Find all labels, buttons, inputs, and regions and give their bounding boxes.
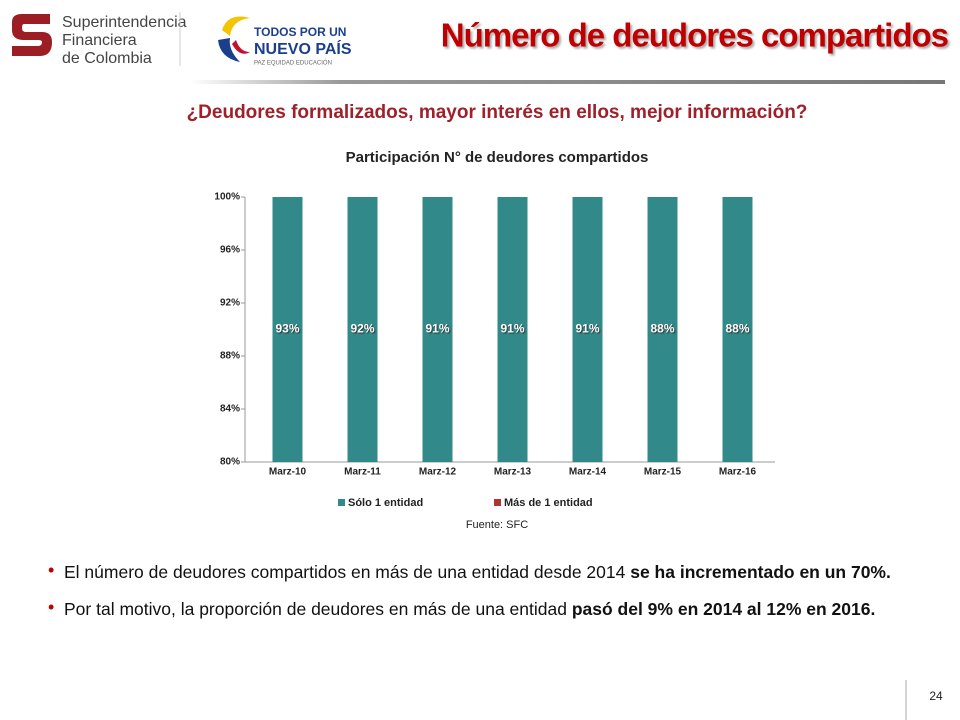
slide-title: Número de deudores compartidos bbox=[441, 17, 948, 54]
bar-segment bbox=[722, 197, 753, 462]
bar-segment bbox=[647, 197, 678, 462]
gov-logo-text: TODOS POR UN bbox=[254, 25, 346, 39]
y-tick-label: 88% bbox=[220, 351, 240, 362]
y-tick-label: 100% bbox=[214, 192, 240, 203]
x-tick-label: Marz-16 bbox=[719, 467, 757, 478]
x-tick-label: Marz-12 bbox=[419, 467, 457, 478]
bar-segment bbox=[272, 197, 303, 462]
gov-logo: TODOS POR UN NUEVO PAÍS PAZ EQUIDAD EDUC… bbox=[218, 16, 352, 67]
bar-segment bbox=[497, 197, 528, 462]
logo-text: de Colombia bbox=[62, 50, 152, 67]
bar-segment bbox=[572, 197, 603, 462]
y-tick-label: 92% bbox=[220, 298, 240, 309]
bullet: El número de deudores compartidos en más… bbox=[48, 558, 918, 585]
data-label: 88% bbox=[650, 322, 674, 336]
header-rule bbox=[190, 80, 945, 84]
bullet-bold: pasó del 9% en 2014 al 12% en 2016. bbox=[571, 599, 876, 619]
data-label: 91% bbox=[575, 322, 599, 336]
y-tick-label: 96% bbox=[220, 245, 240, 256]
sfc-logo: Superintendencia Financiera de Colombia bbox=[12, 14, 187, 67]
bullet-bold: se ha incrementado en un 70%. bbox=[630, 562, 891, 582]
x-tick-label: Marz-13 bbox=[494, 467, 532, 478]
y-tick-label: 80% bbox=[220, 457, 240, 468]
logo-text: Financiera bbox=[62, 32, 137, 49]
x-tick-label: Marz-10 bbox=[269, 467, 307, 478]
data-label: 92% bbox=[350, 322, 374, 336]
bullet-text: Por tal motivo, la proporción de deudore… bbox=[64, 599, 572, 619]
x-tick-label: Marz-14 bbox=[569, 467, 607, 478]
data-label: 88% bbox=[725, 322, 749, 336]
source: Fuente: SFC bbox=[466, 519, 528, 531]
legend-swatch bbox=[338, 499, 345, 506]
page-number: 24 bbox=[929, 689, 943, 703]
x-tick-label: Marz-11 bbox=[344, 467, 381, 478]
gov-logo-text: NUEVO PAÍS bbox=[254, 39, 352, 58]
x-tick-label: Marz-15 bbox=[644, 467, 682, 478]
data-label: 91% bbox=[500, 322, 524, 336]
legend-swatch bbox=[494, 499, 501, 506]
chart-title: Participación N° de deudores compartidos bbox=[346, 149, 649, 166]
data-label: 91% bbox=[425, 322, 449, 336]
bullet: Por tal motivo, la proporción de deudore… bbox=[48, 595, 918, 622]
y-tick-label: 84% bbox=[220, 404, 240, 415]
gov-logo-text: PAZ EQUIDAD EDUCACIÓN bbox=[254, 60, 332, 67]
data-label: 93% bbox=[275, 322, 299, 336]
logo-text: Superintendencia bbox=[62, 14, 187, 31]
subtitle: ¿Deudores formalizados, mayor interés en… bbox=[187, 102, 808, 123]
legend-label: Sólo 1 entidad bbox=[348, 497, 423, 509]
bar-segment bbox=[347, 197, 378, 462]
legend-label: Más de 1 entidad bbox=[504, 497, 593, 509]
bullet-text: El número de deudores compartidos en más… bbox=[64, 562, 631, 582]
bullet-list: El número de deudores compartidos en más… bbox=[48, 558, 918, 634]
bar-segment bbox=[422, 197, 453, 462]
